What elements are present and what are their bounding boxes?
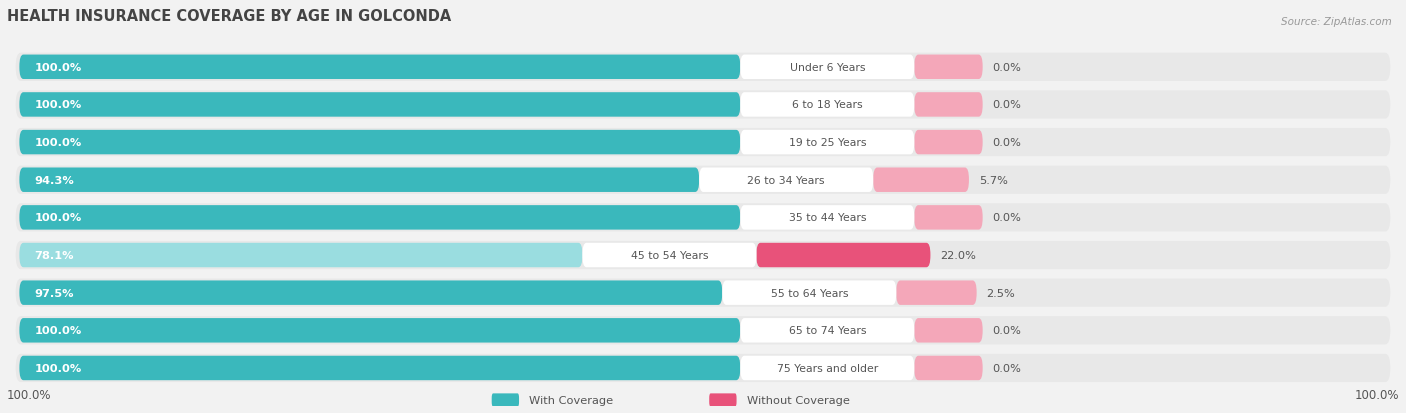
FancyBboxPatch shape bbox=[20, 356, 741, 380]
FancyBboxPatch shape bbox=[709, 394, 737, 406]
FancyBboxPatch shape bbox=[914, 318, 983, 343]
FancyBboxPatch shape bbox=[756, 243, 931, 268]
FancyBboxPatch shape bbox=[896, 281, 977, 305]
Text: Under 6 Years: Under 6 Years bbox=[790, 63, 865, 73]
FancyBboxPatch shape bbox=[741, 206, 914, 230]
Text: 22.0%: 22.0% bbox=[941, 250, 976, 260]
FancyBboxPatch shape bbox=[914, 55, 983, 80]
Text: 100.0%: 100.0% bbox=[34, 138, 82, 148]
FancyBboxPatch shape bbox=[15, 166, 1391, 195]
Text: 97.5%: 97.5% bbox=[34, 288, 73, 298]
Text: 100.0%: 100.0% bbox=[34, 63, 82, 73]
FancyBboxPatch shape bbox=[20, 318, 741, 343]
Text: Source: ZipAtlas.com: Source: ZipAtlas.com bbox=[1281, 17, 1392, 26]
FancyBboxPatch shape bbox=[741, 131, 914, 155]
Text: 2.5%: 2.5% bbox=[987, 288, 1015, 298]
FancyBboxPatch shape bbox=[15, 279, 1391, 307]
FancyBboxPatch shape bbox=[741, 55, 914, 80]
FancyBboxPatch shape bbox=[15, 204, 1391, 232]
Text: HEALTH INSURANCE COVERAGE BY AGE IN GOLCONDA: HEALTH INSURANCE COVERAGE BY AGE IN GOLC… bbox=[7, 9, 451, 24]
FancyBboxPatch shape bbox=[20, 93, 741, 117]
Text: 0.0%: 0.0% bbox=[993, 138, 1022, 148]
FancyBboxPatch shape bbox=[873, 168, 969, 192]
FancyBboxPatch shape bbox=[20, 168, 699, 192]
Text: 26 to 34 Years: 26 to 34 Years bbox=[748, 175, 825, 185]
FancyBboxPatch shape bbox=[741, 356, 914, 380]
Text: 65 to 74 Years: 65 to 74 Years bbox=[789, 325, 866, 335]
FancyBboxPatch shape bbox=[15, 91, 1391, 119]
FancyBboxPatch shape bbox=[15, 354, 1391, 382]
FancyBboxPatch shape bbox=[20, 131, 741, 155]
FancyBboxPatch shape bbox=[723, 281, 896, 305]
Text: 100.0%: 100.0% bbox=[34, 363, 82, 373]
Text: 35 to 44 Years: 35 to 44 Years bbox=[789, 213, 866, 223]
FancyBboxPatch shape bbox=[914, 131, 983, 155]
FancyBboxPatch shape bbox=[914, 206, 983, 230]
FancyBboxPatch shape bbox=[20, 281, 723, 305]
FancyBboxPatch shape bbox=[15, 54, 1391, 82]
FancyBboxPatch shape bbox=[15, 316, 1391, 344]
Text: 75 Years and older: 75 Years and older bbox=[776, 363, 877, 373]
FancyBboxPatch shape bbox=[20, 206, 741, 230]
FancyBboxPatch shape bbox=[741, 318, 914, 343]
Text: 55 to 64 Years: 55 to 64 Years bbox=[770, 288, 848, 298]
Text: 100.0%: 100.0% bbox=[34, 213, 82, 223]
Text: With Coverage: With Coverage bbox=[529, 395, 613, 405]
Text: 100.0%: 100.0% bbox=[34, 325, 82, 335]
Text: 100.0%: 100.0% bbox=[7, 388, 52, 401]
FancyBboxPatch shape bbox=[741, 93, 914, 117]
FancyBboxPatch shape bbox=[492, 394, 519, 406]
Text: Without Coverage: Without Coverage bbox=[747, 395, 849, 405]
FancyBboxPatch shape bbox=[914, 356, 983, 380]
FancyBboxPatch shape bbox=[914, 93, 983, 117]
Text: 5.7%: 5.7% bbox=[979, 175, 1008, 185]
Text: 0.0%: 0.0% bbox=[993, 363, 1022, 373]
FancyBboxPatch shape bbox=[15, 241, 1391, 270]
FancyBboxPatch shape bbox=[20, 55, 741, 80]
Text: 0.0%: 0.0% bbox=[993, 325, 1022, 335]
Text: 6 to 18 Years: 6 to 18 Years bbox=[792, 100, 863, 110]
Text: 100.0%: 100.0% bbox=[1354, 388, 1399, 401]
Text: 94.3%: 94.3% bbox=[34, 175, 75, 185]
Text: 0.0%: 0.0% bbox=[993, 213, 1022, 223]
FancyBboxPatch shape bbox=[15, 129, 1391, 157]
Text: 45 to 54 Years: 45 to 54 Years bbox=[631, 250, 709, 260]
FancyBboxPatch shape bbox=[582, 243, 756, 268]
Text: 100.0%: 100.0% bbox=[34, 100, 82, 110]
Text: 0.0%: 0.0% bbox=[993, 100, 1022, 110]
Text: 19 to 25 Years: 19 to 25 Years bbox=[789, 138, 866, 148]
Text: 0.0%: 0.0% bbox=[993, 63, 1022, 73]
FancyBboxPatch shape bbox=[20, 243, 582, 268]
Text: 78.1%: 78.1% bbox=[34, 250, 73, 260]
FancyBboxPatch shape bbox=[699, 168, 873, 192]
